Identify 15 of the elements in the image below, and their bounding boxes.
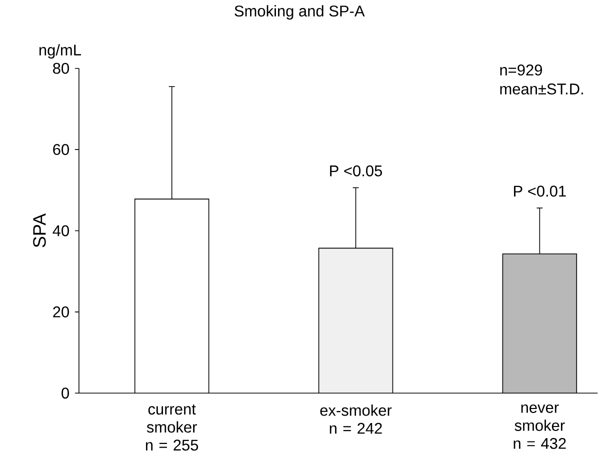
y-tick-label: 0 — [62, 388, 69, 399]
y-axis-title: SPA — [33, 214, 46, 248]
y-tick-label: 40 — [52, 225, 69, 236]
chart-title: Smoking and SP-A — [234, 5, 365, 20]
y-tick-label: 20 — [53, 306, 69, 318]
y-tick-label: 80 — [53, 62, 69, 74]
annotation: P <0.05 — [330, 165, 382, 176]
annotation: mean±ST.D. — [500, 84, 583, 95]
x-tick-label: ex-smoker n = 242 — [320, 404, 392, 434]
text: ng/mL — [39, 44, 81, 59]
annotation: n=929 — [500, 64, 542, 76]
annotation: P <0.01 — [514, 186, 566, 197]
y-tick-label: 60 — [53, 144, 69, 156]
x-tick-label: never smoker n = 432 — [514, 404, 566, 450]
x-tick-label: current smoker n = 255 — [146, 404, 198, 451]
